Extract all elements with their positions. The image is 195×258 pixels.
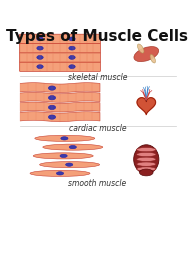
- Ellipse shape: [69, 146, 76, 149]
- Ellipse shape: [48, 96, 56, 100]
- Ellipse shape: [134, 145, 159, 174]
- Ellipse shape: [137, 162, 156, 166]
- Ellipse shape: [30, 170, 90, 176]
- Ellipse shape: [139, 169, 153, 176]
- FancyBboxPatch shape: [20, 62, 100, 71]
- Ellipse shape: [48, 86, 56, 90]
- Ellipse shape: [69, 65, 75, 69]
- PathPatch shape: [20, 83, 100, 93]
- Ellipse shape: [37, 65, 43, 69]
- Ellipse shape: [137, 152, 156, 157]
- Polygon shape: [137, 98, 156, 115]
- PathPatch shape: [20, 92, 100, 102]
- Text: smooth muscle: smooth muscle: [68, 179, 127, 188]
- Ellipse shape: [35, 135, 95, 141]
- Ellipse shape: [69, 55, 75, 59]
- FancyBboxPatch shape: [20, 43, 100, 53]
- Ellipse shape: [137, 157, 156, 162]
- Text: Types of Muscle Cells: Types of Muscle Cells: [6, 29, 188, 44]
- Ellipse shape: [40, 162, 100, 168]
- Ellipse shape: [43, 144, 103, 150]
- Ellipse shape: [33, 153, 93, 159]
- FancyBboxPatch shape: [20, 34, 100, 44]
- Ellipse shape: [48, 115, 56, 119]
- Ellipse shape: [56, 172, 64, 175]
- FancyBboxPatch shape: [20, 53, 100, 62]
- Ellipse shape: [37, 46, 43, 50]
- Ellipse shape: [37, 37, 43, 41]
- Ellipse shape: [69, 46, 75, 50]
- Ellipse shape: [66, 163, 73, 166]
- Ellipse shape: [61, 137, 68, 140]
- Ellipse shape: [137, 148, 156, 152]
- Ellipse shape: [137, 167, 156, 171]
- Ellipse shape: [37, 55, 43, 59]
- Ellipse shape: [134, 46, 159, 62]
- PathPatch shape: [20, 112, 100, 122]
- Ellipse shape: [48, 105, 56, 110]
- Ellipse shape: [69, 37, 75, 41]
- Ellipse shape: [150, 54, 155, 63]
- Ellipse shape: [60, 154, 67, 157]
- Text: cardiac muscle: cardiac muscle: [69, 124, 126, 133]
- Text: skeletal muscle: skeletal muscle: [68, 74, 127, 83]
- Ellipse shape: [137, 44, 144, 53]
- PathPatch shape: [20, 102, 100, 112]
